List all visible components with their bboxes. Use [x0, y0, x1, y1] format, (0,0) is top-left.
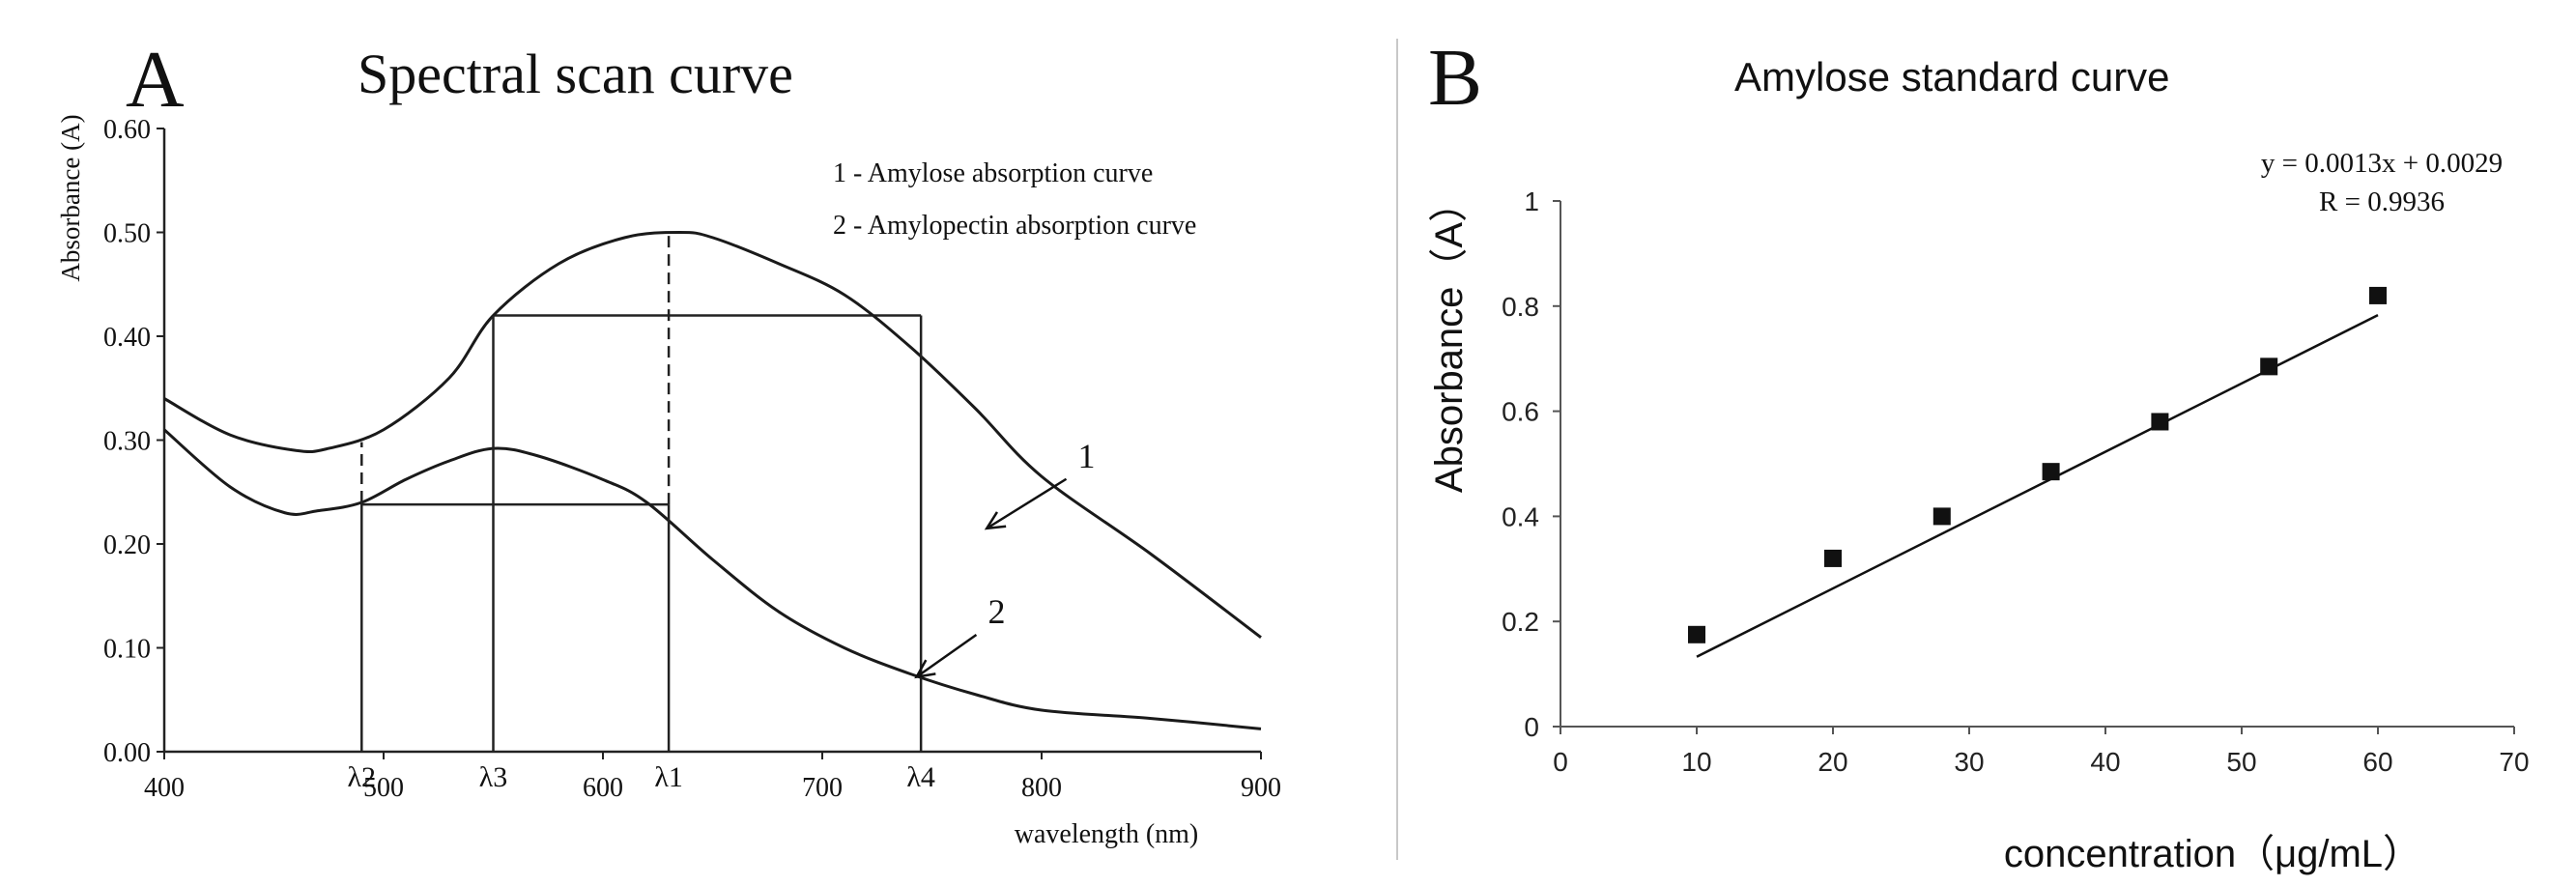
b-ytick-label: 0.2 — [1502, 607, 1539, 637]
b-ytick-label: 1 — [1524, 186, 1539, 216]
series-2-amylopectin-curve — [163, 428, 1262, 730]
panel-a-y-ticks: 0.00 0.10 0.20 0.30 0.40 0.50 0.60 — [103, 115, 164, 768]
b-xtick-label: 0 — [1553, 747, 1568, 777]
a-annotation-arrow — [915, 633, 978, 678]
a-ytick-label: 0.40 — [103, 323, 151, 353]
a-marker-label: λ1 — [654, 761, 683, 793]
b-xtick-label: 30 — [1954, 747, 1984, 777]
panel-b-ylabel: Absorbance（A） — [1428, 184, 1471, 493]
a-ytick-label: 0.60 — [103, 115, 151, 145]
panel-b-standard-curve: B Amylose standard curve Absorbance（A） c… — [1428, 33, 2530, 875]
panel-b-label: B — [1428, 33, 1482, 123]
panel-b-data-points — [1688, 286, 2387, 643]
a-ytick-label: 0.50 — [103, 219, 151, 249]
legend-entry-2: 2 - Amylopectin absorption curve — [833, 211, 1196, 241]
panel-a-spectral-scan: A Spectral scan curve Absorbance (A) wav… — [56, 35, 1281, 849]
b-data-point — [2151, 413, 2169, 431]
panel-a-guide-lines — [361, 314, 922, 506]
a-xtick-label: 900 — [1241, 773, 1281, 803]
panel-a-curve-annotations: 12 — [914, 437, 1096, 679]
b-data-point — [1688, 625, 1705, 643]
b-data-point — [1824, 549, 1842, 567]
a-ytick-label: 0.30 — [103, 427, 151, 457]
a-ytick-label: 0.20 — [103, 530, 151, 560]
b-xtick-label: 10 — [1681, 747, 1711, 777]
b-ytick-label: 0.6 — [1502, 397, 1539, 427]
b-data-point — [2042, 463, 2060, 481]
panel-a-ylabel: Absorbance (A) — [56, 114, 85, 281]
panel-b-y-ticks: 0 0.2 0.4 0.6 0.8 1 — [1502, 186, 1560, 742]
a-marker-label: λ3 — [479, 761, 508, 793]
a-annotation-label: 1 — [1078, 437, 1096, 475]
b-ytick-label: 0.4 — [1502, 501, 1539, 531]
a-xtick-label: 500 — [363, 773, 404, 803]
panel-b-title: Amylose standard curve — [1734, 54, 2170, 100]
r-value: R = 0.9936 — [2319, 186, 2445, 217]
a-annotation-arrowhead — [984, 511, 1007, 530]
b-xtick-label: 50 — [2226, 747, 2256, 777]
panel-a-wavelength-markers: λ2 λ3 λ1 λ4 — [348, 232, 935, 793]
a-xtick-label: 700 — [802, 773, 843, 803]
series-1-amylose-curve — [163, 231, 1262, 639]
a-annotation-arrowhead — [914, 659, 936, 679]
b-ytick-label: 0.8 — [1502, 292, 1539, 322]
panel-b-xlabel: concentration（μg/mL） — [2004, 833, 2421, 875]
trendline-equation: y = 0.0013x + 0.0029 — [2261, 148, 2503, 179]
a-ytick-label: 0.00 — [103, 738, 151, 768]
b-xtick-label: 70 — [2499, 747, 2529, 777]
panel-b-x-ticks: 0 10 20 30 40 50 60 70 — [1553, 727, 2530, 777]
panel-a-xlabel: wavelength (nm) — [1015, 819, 1199, 849]
a-xtick-label: 400 — [144, 773, 185, 803]
a-annotation-label: 2 — [987, 592, 1005, 631]
b-xtick-label: 20 — [1818, 747, 1847, 777]
panel-a-title: Spectral scan curve — [358, 43, 793, 105]
a-ytick-label: 0.10 — [103, 635, 151, 665]
a-marker-label: λ4 — [906, 761, 935, 793]
panel-a-label: A — [126, 35, 185, 125]
b-xtick-label: 40 — [2090, 747, 2120, 777]
b-data-point — [2369, 286, 2387, 304]
b-data-point — [1932, 507, 1951, 526]
a-annotation-arrow — [986, 477, 1068, 529]
b-ytick-label: 0 — [1524, 712, 1539, 742]
a-xtick-label: 600 — [583, 773, 623, 803]
a-marker-label: λ2 — [348, 761, 377, 793]
a-xtick-label: 800 — [1021, 773, 1062, 803]
b-xtick-label: 60 — [2362, 747, 2392, 777]
panel-a-x-ticks: 400 500 600 700 800 900 — [144, 752, 1281, 803]
b-data-point — [2260, 357, 2278, 376]
legend-entry-1: 1 - Amylose absorption curve — [833, 158, 1153, 188]
